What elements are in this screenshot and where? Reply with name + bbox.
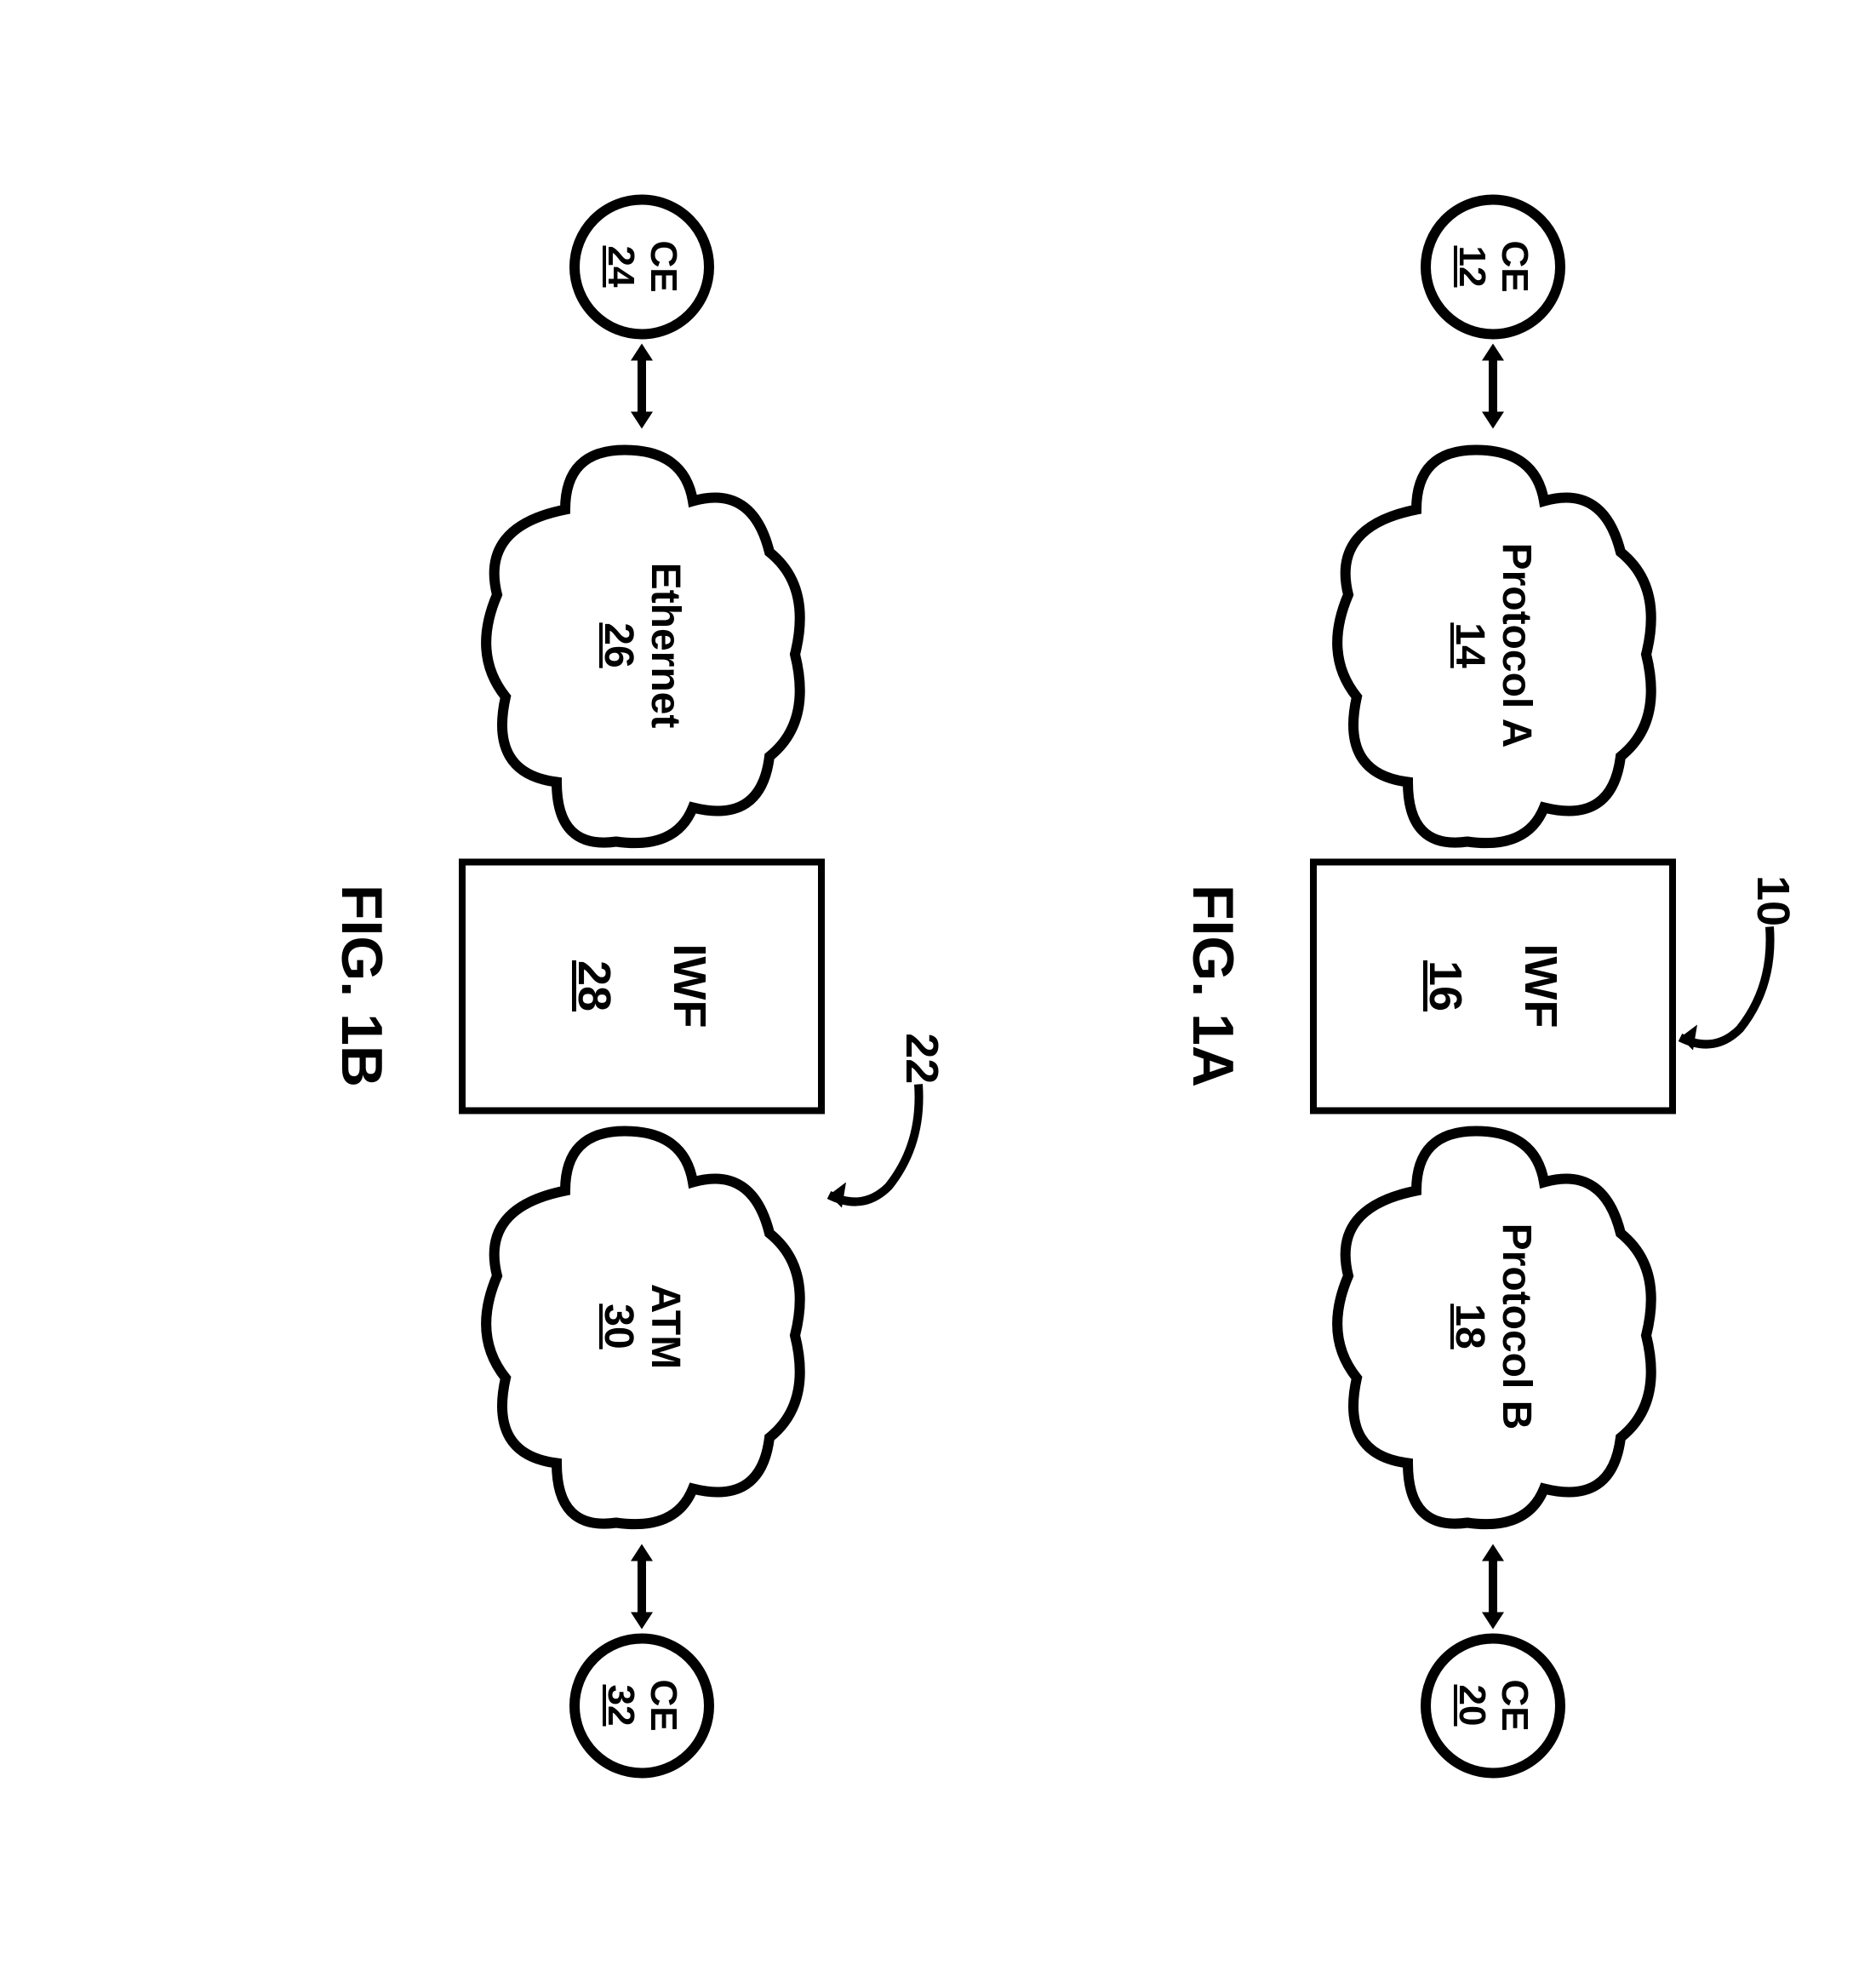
- cloud-left-a: Protocol A 14: [1314, 433, 1672, 858]
- iwf-b-label: IWF: [663, 943, 716, 1028]
- iwf-a: IWF 16: [1310, 858, 1676, 1114]
- ce-left-b: CE 24: [569, 194, 714, 339]
- arrow-a-2: [1472, 1539, 1514, 1633]
- diagram-row-b: CE 24 Ethernet 26 IWF: [429, 0, 855, 1971]
- ce-left-a: CE 12: [1421, 194, 1565, 339]
- arrow-b-2: [621, 1539, 663, 1633]
- cloud-left-b-label: Ethernet: [642, 562, 689, 728]
- ce-right-a: CE 20: [1421, 1633, 1565, 1778]
- cloud-right-b: ATM 30: [463, 1114, 821, 1539]
- ce-right-a-label: CE: [1493, 1679, 1536, 1731]
- cloud-left-b: Ethernet 26: [463, 433, 821, 858]
- cloud-right-b-num: 30: [595, 1283, 642, 1368]
- iwf-a-num: 16: [1419, 960, 1472, 1011]
- arrow-b-1: [621, 339, 663, 433]
- cloud-left-a-num: 14: [1446, 542, 1493, 748]
- diagram-row-a: CE 12 Protocol A 14 IWF: [1280, 0, 1706, 1971]
- ce-left-a-label: CE: [1493, 240, 1536, 292]
- cloud-left-b-num: 26: [595, 562, 642, 728]
- cloud-right-a-label: Protocol B: [1493, 1223, 1540, 1430]
- ce-left-b-num: 24: [599, 245, 642, 287]
- ce-right-b: CE 32: [569, 1633, 714, 1778]
- iwf-a-label: IWF: [1514, 943, 1567, 1028]
- iwf-b: IWF 28: [459, 858, 825, 1114]
- ce-right-b-label: CE: [642, 1679, 684, 1731]
- fig-label-a: FIG. 1A: [1180, 0, 1246, 1971]
- cloud-right-b-label: ATM: [642, 1283, 689, 1368]
- ce-right-b-num: 32: [599, 1684, 642, 1726]
- figure-1b: 22 CE 24 Ethernet 26: [329, 0, 855, 1971]
- ref-label-22: 22: [895, 1033, 948, 1084]
- ce-left-a-num: 12: [1450, 245, 1493, 287]
- ref-label-10: 10: [1747, 875, 1799, 926]
- ce-right-a-num: 20: [1450, 1684, 1493, 1726]
- iwf-b-num: 28: [568, 960, 621, 1011]
- arrow-a-1: [1472, 339, 1514, 433]
- rotated-wrapper: 10 CE 12 Protocol A 14: [0, 0, 1876, 1971]
- cloud-right-a-num: 18: [1446, 1223, 1493, 1430]
- ce-left-b-label: CE: [642, 240, 684, 292]
- fig-label-b: FIG. 1B: [329, 0, 395, 1971]
- cloud-right-a: Protocol B 18: [1314, 1114, 1672, 1539]
- figure-1a: 10 CE 12 Protocol A 14: [1180, 0, 1706, 1971]
- cloud-left-a-label: Protocol A: [1493, 542, 1540, 748]
